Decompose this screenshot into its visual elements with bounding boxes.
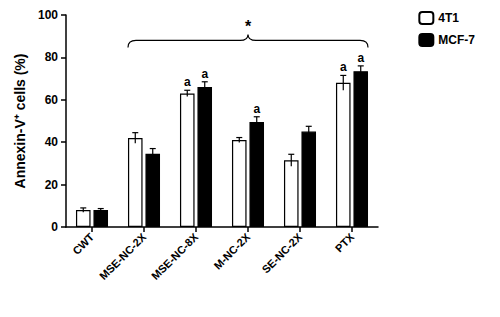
svg-text:a: a [253,102,260,116]
svg-text:MSE-NC-2X: MSE-NC-2X [97,230,149,282]
svg-text:a: a [340,60,347,74]
svg-text:Annexin-V⁺ cells (%): Annexin-V⁺ cells (%) [12,54,28,189]
svg-text:SE-NC-2X: SE-NC-2X [259,230,304,275]
svg-text:80: 80 [45,50,59,64]
svg-text:PTX: PTX [333,230,357,254]
svg-text:a: a [184,75,191,89]
svg-text:CWT: CWT [70,231,96,257]
svg-text:100: 100 [38,8,58,22]
svg-text:MCF-7: MCF-7 [438,33,475,47]
svg-text:*: * [245,18,252,35]
svg-text:a: a [357,51,364,65]
svg-text:0: 0 [51,220,58,234]
svg-text:a: a [201,67,208,81]
svg-text:60: 60 [45,93,59,107]
svg-text:20: 20 [45,178,59,192]
svg-text:40: 40 [45,135,59,149]
svg-text:4T1: 4T1 [438,11,459,25]
svg-text:M-NC-2X: M-NC-2X [211,230,252,271]
svg-text:MSE-NC-8X: MSE-NC-8X [149,230,201,282]
